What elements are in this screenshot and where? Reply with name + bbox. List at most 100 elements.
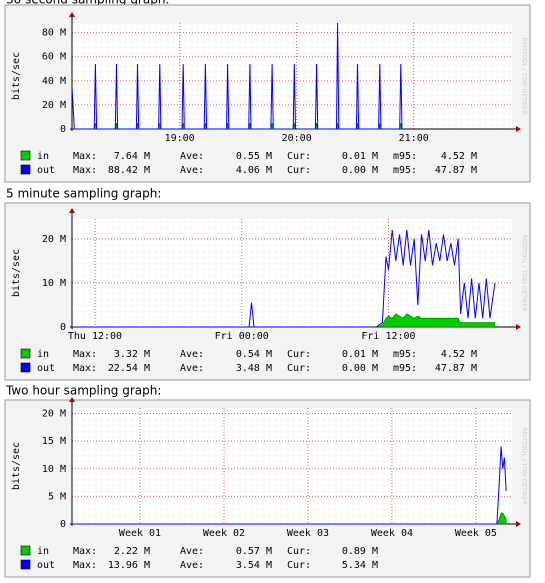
x-tick-label: Week 01 [119, 528, 161, 539]
stat: Cur: [287, 165, 311, 176]
stat: Ave: [180, 363, 204, 374]
axis-arrow [69, 397, 75, 402]
y-tick-label: 5 M [48, 491, 66, 502]
y-tick-label: 0 [60, 322, 66, 333]
series-line [71, 22, 403, 130]
axis-arrow [516, 324, 521, 330]
stat: 3.54 M [236, 560, 272, 571]
series-area [72, 512, 507, 525]
stat: Max: [73, 363, 97, 374]
stat: 0.00 M [342, 165, 378, 176]
stat: Cur: [287, 151, 311, 162]
stat: 0.54 M [236, 349, 272, 360]
stat: 2.22 M [114, 546, 150, 557]
legend-label: in [37, 349, 49, 360]
axis-arrow [69, 12, 75, 17]
stat: 4.06 M [236, 165, 272, 176]
stat: Max: [73, 349, 97, 360]
x-tick-label: Fri 12:00 [361, 331, 415, 342]
watermark: RRDTOOL / TOBI OETIKER [521, 427, 528, 504]
stat: m95: [393, 349, 417, 360]
axis-arrow [516, 521, 521, 527]
y-tick-label: 15 M [42, 436, 66, 447]
y-tick-label: 20 M [42, 100, 66, 111]
stat: Cur: [287, 349, 311, 360]
stat: 88.42 M [108, 165, 150, 176]
series-line [72, 229, 496, 328]
minor-grid [72, 23, 512, 129]
watermark: RRDTOOL / TOBI OETIKER [521, 234, 528, 311]
x-tick-label: Week 03 [287, 528, 329, 539]
stat: Ave: [180, 349, 204, 360]
y-tick-label: 20 M [42, 409, 66, 420]
legend-label: out [37, 165, 55, 176]
legend-swatch [20, 362, 31, 373]
legend-label: in [37, 151, 49, 162]
y-tick-label: 0 [60, 519, 66, 530]
stat: 4.52 M [441, 151, 477, 162]
section-title: 5 minute sampling graph: [6, 187, 161, 201]
x-tick-label: Fri 00:00 [215, 331, 269, 342]
stat: 22.54 M [108, 363, 150, 374]
x-tick-label: Thu 12:00 [68, 331, 122, 342]
x-tick-label: Week 02 [203, 528, 245, 539]
x-tick-label: Week 04 [371, 528, 413, 539]
x-tick-label: 21:00 [399, 133, 429, 144]
legend-swatch [20, 348, 31, 359]
y-axis-label: bits/sec [11, 442, 22, 490]
stat: Max: [73, 560, 97, 571]
axis-arrow [516, 126, 521, 132]
stat: 3.32 M [114, 349, 150, 360]
y-axis-label: bits/sec [11, 249, 22, 297]
axis-arrow [69, 208, 75, 213]
stat: Max: [73, 151, 97, 162]
stat: 3.48 M [236, 363, 272, 374]
stat: 47.87 M [435, 165, 477, 176]
stat: Max: [73, 546, 97, 557]
y-tick-label: 10 M [42, 278, 66, 289]
y-tick-label: 10 M [42, 464, 66, 475]
section-title: 30 second sampling graph: [6, 0, 169, 7]
stat: Cur: [287, 546, 311, 557]
stat: 13.96 M [108, 560, 150, 571]
stat: Ave: [180, 560, 204, 571]
stat: 0.01 M [342, 349, 378, 360]
legend-label: in [37, 546, 49, 557]
stat: Ave: [180, 546, 204, 557]
stat: Cur: [287, 560, 311, 571]
legend-label: out [37, 363, 55, 374]
section-title: Two hour sampling graph: [5, 384, 161, 398]
legend-swatch [20, 545, 31, 556]
stat: 4.52 M [441, 349, 477, 360]
watermark: RRDTOOL / TOBI OETIKER [521, 37, 528, 114]
stat: 0.55 M [236, 151, 272, 162]
x-tick-label: 20:00 [282, 133, 312, 144]
y-axis-label: bits/sec [11, 52, 22, 100]
x-tick-label: Week 05 [455, 528, 497, 539]
legend-swatch [20, 164, 31, 175]
stat: Cur: [287, 363, 311, 374]
minor-grid [72, 219, 512, 327]
y-tick-label: 80 M [42, 28, 66, 39]
y-tick-label: 0 [60, 124, 66, 135]
stat: 0.00 M [342, 363, 378, 374]
minor-grid [72, 408, 512, 524]
stat: 5.34 M [342, 560, 378, 571]
y-tick-label: 60 M [42, 52, 66, 63]
stat: 47.87 M [435, 363, 477, 374]
x-tick-label: 19:00 [165, 133, 195, 144]
stat: Max: [73, 165, 97, 176]
stat: Ave: [180, 165, 204, 176]
y-tick-label: 40 M [42, 76, 66, 87]
legend-label: out [37, 560, 55, 571]
stat: 0.57 M [236, 546, 272, 557]
stat: m95: [393, 151, 417, 162]
stat: Ave: [180, 151, 204, 162]
y-tick-label: 20 M [42, 234, 66, 245]
legend-swatch [20, 150, 31, 161]
legend-swatch [20, 559, 31, 570]
series-area [72, 313, 496, 328]
stat: m95: [393, 165, 417, 176]
stat: 0.89 M [342, 546, 378, 557]
stat: 7.64 M [114, 151, 150, 162]
